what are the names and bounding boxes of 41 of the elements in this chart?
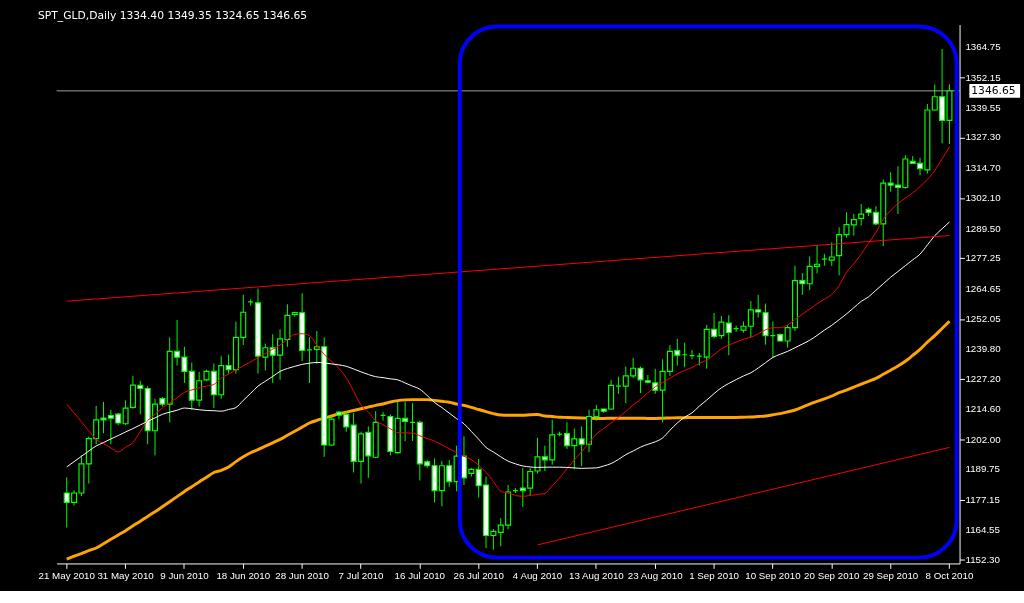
y-tick-label: 1264.65 (965, 282, 1002, 294)
x-tick-label: 10 Sep 2010 (745, 569, 802, 581)
y-tick-label: 1352.15 (965, 71, 1002, 83)
x-tick-label: 26 Jul 2010 (453, 569, 505, 581)
line-series (65, 319, 951, 561)
candlestick (858, 203, 865, 227)
x-tick-label: 16 Jul 2010 (394, 569, 446, 581)
ref-line-label: 1346.65 (971, 83, 1016, 97)
candlestick (306, 336, 313, 384)
x-tick-label: 18 Jun 2010 (216, 569, 271, 581)
y-tick-label: 1227.20 (965, 373, 1002, 385)
x-tick-label: 28 Jun 2010 (275, 569, 330, 581)
x-tick-label: 4 Aug 2010 (512, 569, 563, 581)
y-tick-label: 1202.00 (965, 433, 1002, 445)
x-tick-label: 9 Jun 2010 (160, 569, 210, 581)
line-series (66, 146, 950, 497)
x-tick-label: 8 Oct 2010 (925, 569, 974, 581)
y-tick-label: 1164.55 (965, 524, 1001, 536)
y-tick-label: 1239.80 (965, 342, 1002, 354)
x-tick-label: 31 May 2010 (97, 569, 155, 581)
chart-title: SPT_GLD,Daily 1334.40 1349.35 1324.65 1346.65 (38, 8, 308, 22)
y-tick-label: 1189.75 (965, 463, 1001, 475)
y-tick-label: 1252.05 (965, 313, 1002, 325)
x-tick-label: 29 Sep 2010 (862, 569, 919, 581)
y-tick-label: 1314.70 (965, 161, 1002, 173)
x-tick-label: 21 May 2010 (38, 569, 96, 581)
y-tick-label: 1339.55 (965, 101, 1002, 113)
y-tick-label: 1177.15 (965, 493, 1001, 505)
y-tick-label: 1302.10 (965, 192, 1002, 204)
x-tick-label: 1 Sep 2010 (689, 569, 740, 581)
candlestick (828, 241, 835, 267)
x-tick-label: 13 Aug 2010 (568, 569, 625, 581)
x-tick-label: 7 Jul 2010 (338, 569, 385, 581)
y-tick-label: 1152.30 (965, 553, 1001, 565)
y-tick-label: 1364.75 (965, 41, 1002, 53)
y-tick-label: 1277.25 (965, 252, 1002, 264)
y-tick-label: 1327.30 (965, 131, 1002, 143)
x-tick-label: 20 Sep 2010 (804, 569, 860, 581)
x-tick-label: 23 Aug 2010 (627, 569, 684, 581)
y-tick-label: 1214.60 (965, 403, 1002, 415)
y-tick-label: 1289.50 (965, 222, 1002, 234)
